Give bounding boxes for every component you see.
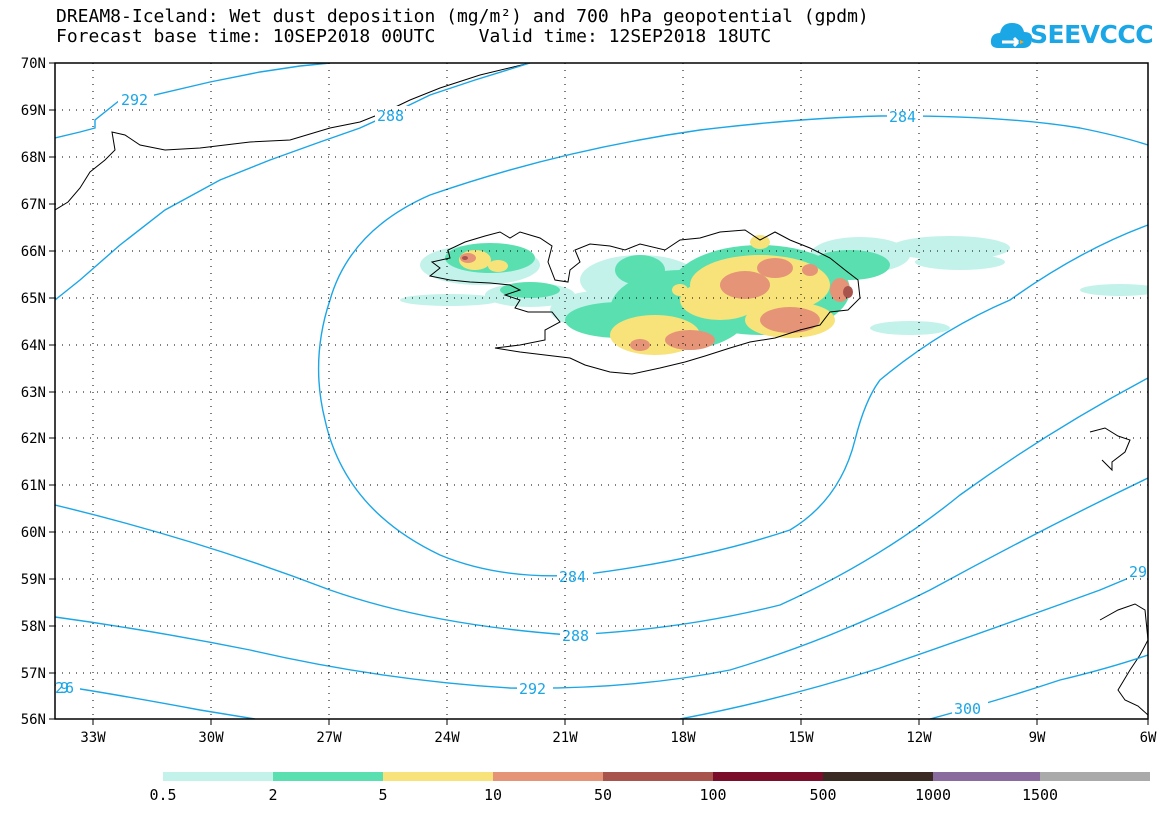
colorbar-swatch [603,772,713,781]
contour-label-288: 288 [562,627,589,645]
lat-label: 62N [21,431,46,447]
colorbar-swatch [273,772,383,781]
greenland-coastline [55,63,531,211]
scotland-coastline [1099,603,1148,716]
contour-labels: 292 288 284 284 288 292 296 300 29 [55,91,1149,718]
contour-284 [317,115,1148,577]
lon-label: 15W [788,730,814,746]
forecast-times: Forecast base time: 10SEP2018 00UTC Vali… [56,26,772,47]
colorbar-label: 1500 [1022,786,1058,804]
contour-label-29: 29 [1129,563,1147,581]
colorbar-label: 1000 [915,786,951,804]
colorbar-label: 10 [484,786,502,804]
lon-label: 9W [1029,730,1046,746]
contour-label-284: 284 [889,108,916,126]
colorbar-swatch [163,772,273,781]
colorbar-swatch [823,772,933,781]
lat-label: 63N [21,385,46,401]
seevccc-logo: SEEVCCC [990,18,1154,58]
lon-label: 24W [434,730,460,746]
longitude-labels: 33W 30W 27W 24W 21W 18W 15W 12W 9W 6W [80,730,1157,746]
contour-label-292: 292 [519,680,546,698]
contour-label-292: 292 [121,91,148,109]
lat-label: 65N [21,291,46,307]
lon-label: 21W [552,730,578,746]
map-frame [54,62,1149,720]
colorbar-swatch [1040,772,1150,781]
colorbar-swatch [383,772,493,781]
contour-label-296: 296 [55,679,74,697]
colorbar-swatch [713,772,823,781]
colorbar-label: 5 [378,786,387,804]
contour-label-300: 300 [954,700,981,718]
lat-label: 69N [21,103,46,119]
lat-label: 60N [21,525,46,541]
colorbar-label: 500 [809,786,836,804]
graticule [55,63,1148,719]
lat-label: 67N [21,197,46,213]
lat-label: 58N [21,619,46,635]
colorbar-label: 50 [594,786,612,804]
latitude-labels: 70N 69N 68N 67N 66N 65N 64N 63N 62N 61N … [21,56,46,728]
colorbar-label: 100 [699,786,726,804]
lon-label: 33W [80,730,106,746]
lat-label: 61N [21,478,46,494]
axis-ticks [49,62,1149,725]
lat-label: 68N [21,150,46,166]
lon-label: 12W [906,730,932,746]
geopotential-contours [55,63,1148,719]
lon-label: 18W [670,730,696,746]
iceland-coastline [428,229,861,375]
colorbar: 0.5 2 5 10 50 100 500 1000 1500 [149,772,1150,804]
colorbar-swatch [493,772,603,781]
lat-label: 56N [21,712,46,728]
dust-deposition-field [400,235,1148,355]
contour-288-south [55,377,1148,636]
lon-label: 30W [198,730,224,746]
contour-292-north [55,63,331,139]
colorbar-label: 2 [268,786,277,804]
lat-label: 59N [21,572,46,588]
lat-label: 70N [21,56,46,72]
lat-label: 66N [21,244,46,260]
contour-label-288: 288 [377,107,404,125]
logo-text: SEEVCCC [1030,20,1154,49]
colorbar-label: 0.5 [149,786,176,804]
contour-label-284: 284 [559,568,586,586]
lon-label: 27W [316,730,342,746]
colorbar-swatch [933,772,1040,781]
faroe-coastline [1089,427,1131,472]
contour-292-south [55,477,1148,689]
lon-label: 6W [1140,730,1157,746]
coastlines [55,63,1148,716]
map-title: DREAM8-Iceland: Wet dust deposition (mg/… [56,6,869,27]
contour-288-north [55,63,531,301]
cloud-icon [990,23,1033,48]
lat-label: 64N [21,338,46,354]
lat-label: 57N [21,666,46,682]
